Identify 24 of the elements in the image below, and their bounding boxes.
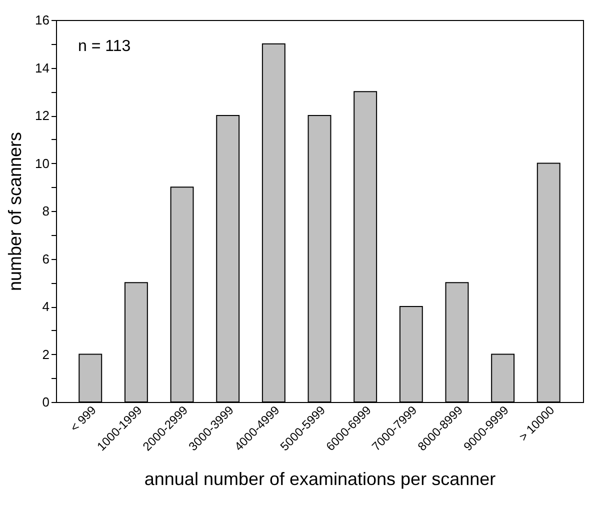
bar bbox=[308, 115, 332, 402]
bar bbox=[354, 91, 378, 402]
bar bbox=[491, 354, 515, 402]
annotation: n = 113 bbox=[78, 38, 131, 55]
y-tick-label: 16 bbox=[35, 12, 50, 28]
y-tick-label: 0 bbox=[42, 394, 50, 410]
bar bbox=[445, 282, 469, 402]
y-tick-label: 12 bbox=[35, 108, 50, 123]
y-tick-label: 8 bbox=[42, 204, 50, 218]
y-tick-label: 14 bbox=[35, 60, 50, 76]
bar bbox=[170, 186, 194, 402]
bar bbox=[78, 354, 102, 402]
bar bbox=[124, 282, 148, 402]
x-axis-title: annual number of examinations per scanner bbox=[144, 468, 496, 489]
y-tick-label: 2 bbox=[42, 346, 50, 362]
bar bbox=[536, 162, 560, 402]
bar bbox=[262, 43, 286, 402]
y-tick-label: 4 bbox=[42, 299, 50, 314]
bar bbox=[216, 115, 240, 402]
y-tick-label: 10 bbox=[35, 156, 50, 171]
bar bbox=[399, 306, 423, 402]
y-axis-title: number of scanners bbox=[5, 132, 26, 292]
y-tick-label: 6 bbox=[42, 251, 50, 266]
x-tick-label: < 999 bbox=[67, 402, 100, 434]
